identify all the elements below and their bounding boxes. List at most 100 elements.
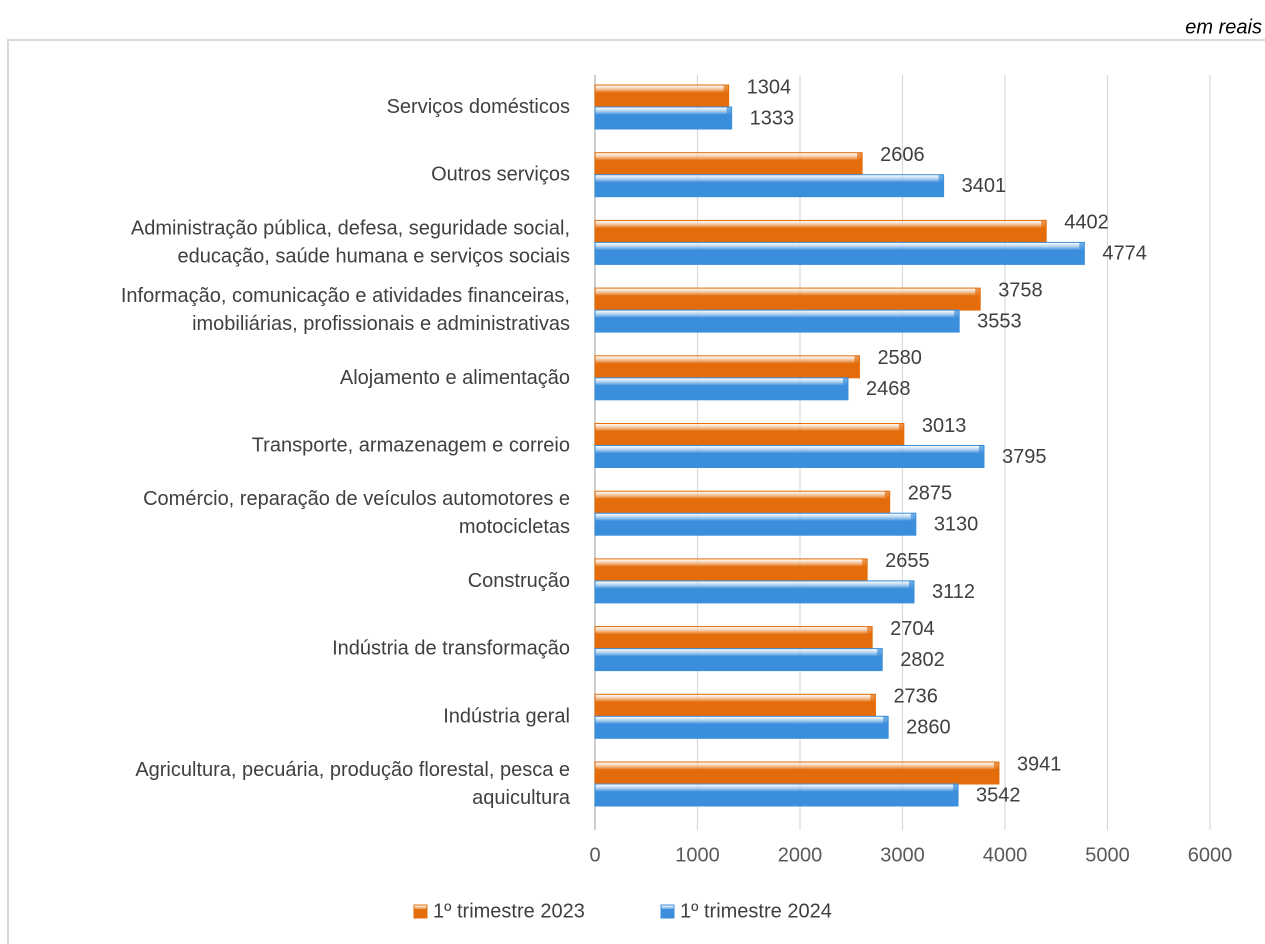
bar-end (857, 152, 863, 175)
legend-swatch (413, 904, 428, 919)
category-line: Construção (468, 570, 570, 592)
bar (594, 219, 1047, 243)
category-line: aquicultura (472, 787, 571, 809)
bar-end (883, 716, 889, 739)
bar (594, 174, 945, 198)
bar (594, 715, 889, 739)
bar-end (954, 310, 960, 333)
value-label: 3112 (932, 581, 975, 603)
bar (594, 241, 1085, 265)
value-label: 3401 (962, 175, 1007, 197)
value-label: 3542 (976, 784, 1021, 806)
category-label: Indústria de transformação (332, 638, 570, 660)
bar-end (723, 85, 729, 107)
category-line: Transporte, armazenagem e correio (252, 435, 570, 457)
bar (594, 152, 863, 176)
bar-end (870, 694, 876, 717)
value-label: 2580 (877, 347, 922, 369)
value-label: 2736 (893, 686, 938, 708)
bar (594, 106, 733, 130)
legend-label: 1º trimestre 2024 (680, 900, 832, 922)
value-label: 3758 (998, 279, 1043, 301)
value-label: 2802 (900, 649, 945, 671)
value-label: 2606 (880, 144, 925, 166)
value-label: 2655 (885, 550, 930, 572)
bar (594, 287, 981, 311)
bar (594, 512, 917, 536)
bar-end (953, 784, 959, 806)
bar-end (910, 513, 916, 536)
category-line: Agricultura, pecuária, produção floresta… (135, 759, 570, 781)
category-line: Administração pública, defesa, seguridad… (131, 218, 570, 240)
bar (594, 355, 860, 379)
value-label: 4774 (1102, 243, 1147, 265)
value-label: 2468 (866, 378, 911, 400)
category-line: Serviços domésticos (387, 96, 570, 118)
legend-swatch (660, 904, 675, 919)
bar (594, 648, 883, 672)
category-label: Transporte, armazenagem e correio (252, 435, 570, 457)
value-label: 4402 (1064, 212, 1109, 234)
category-label: Administração pública, defesa, seguridad… (131, 218, 570, 268)
value-label: 3941 (1017, 753, 1062, 775)
category-label: Construção (468, 570, 570, 592)
bar (594, 377, 849, 401)
bar-end (993, 762, 999, 784)
bar-end (975, 288, 981, 311)
category-label: Alojamento e alimentação (340, 367, 570, 389)
category-line: imobiliárias, profissionais e administra… (192, 313, 570, 335)
value-label: 1304 (747, 76, 792, 98)
x-tick-label: 0 (589, 844, 600, 866)
bar-end (842, 377, 848, 400)
value-label: 3795 (1002, 446, 1047, 468)
bar-end (877, 648, 883, 671)
x-tick-label: 4000 (983, 844, 1028, 866)
category-label: Agricultura, pecuária, produção floresta… (135, 759, 571, 809)
bar-end (1079, 242, 1085, 265)
value-label: 3013 (922, 415, 967, 437)
category-label: Indústria geral (443, 706, 570, 728)
category-line: Indústria geral (443, 706, 570, 728)
bar (594, 445, 985, 468)
bar (594, 84, 730, 108)
value-label: 3130 (934, 513, 979, 535)
category-label: Informação, comunicação e atividades fin… (121, 285, 570, 335)
x-tick-label: 6000 (1188, 844, 1233, 866)
value-label: 3553 (977, 310, 1022, 332)
x-tick-label: 1000 (675, 844, 720, 866)
bar (594, 309, 960, 333)
x-tick-label: 3000 (880, 844, 925, 866)
bar (594, 693, 876, 717)
bar-end (938, 174, 944, 197)
category-label: Serviços domésticos (387, 96, 570, 118)
bar (594, 761, 1000, 785)
category-line: Informação, comunicação e atividades fin… (121, 285, 570, 307)
value-label: 2704 (890, 618, 935, 640)
value-label: 2875 (908, 482, 953, 504)
bar-end (898, 423, 904, 446)
bar (594, 626, 873, 650)
bar-end (726, 107, 732, 129)
category-line: Comércio, reparação de veículos automoto… (143, 488, 570, 510)
bar-end (978, 445, 984, 468)
category-label: Outros serviços (431, 164, 570, 186)
bar (594, 423, 905, 446)
bar-end (1041, 220, 1047, 243)
legend-label: 1º trimestre 2023 (433, 900, 585, 922)
category-line: educação, saúde humana e serviços sociai… (178, 246, 570, 268)
bar (594, 558, 868, 582)
category-line: motocicletas (459, 516, 570, 538)
category-line: Alojamento e alimentação (340, 367, 570, 389)
bar (594, 490, 891, 514)
bar-end (884, 491, 890, 514)
x-tick-label: 5000 (1085, 844, 1130, 866)
category-line: Indústria de transformação (332, 638, 570, 660)
value-label: 2860 (906, 717, 951, 739)
bar-end (862, 558, 868, 581)
bar-end (867, 626, 873, 649)
category-line: Outros serviços (431, 164, 570, 186)
bar (594, 580, 915, 604)
bar-end (908, 580, 914, 603)
bar-end (854, 355, 860, 378)
